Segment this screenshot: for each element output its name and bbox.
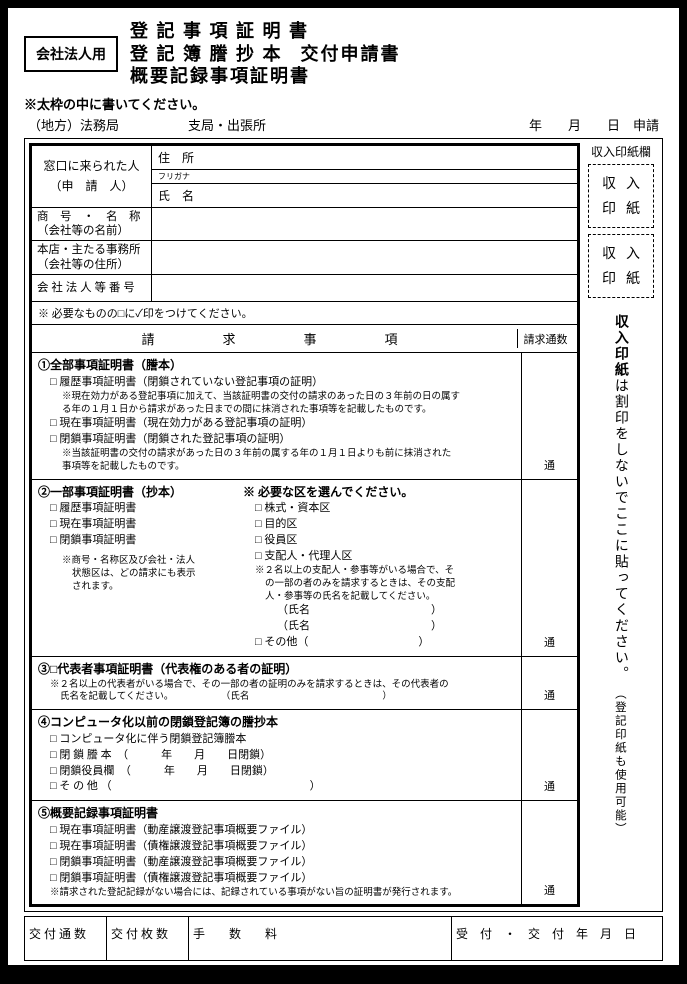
stamp-column: 収入印紙欄 収入印紙 収入印紙 収入印紙は割印をしないでここに貼ってください。 … (584, 143, 658, 908)
stamp-col-label: 収入印紙欄 (591, 143, 651, 160)
section-4: ④コンピュータ化以前の閉鎖登記簿の謄抄本 コンピュータ化に伴う閉鎖登記簿謄本 閉… (32, 710, 577, 801)
revenue-stamp-1[interactable]: 収入印紙 (588, 164, 654, 228)
date-line: （地方）法務局 支局・出張所 年 月 日 申請 (24, 115, 663, 138)
s3-nb[interactable]: 氏名を記載してください。 （氏名 ） (60, 691, 515, 704)
foot-c3: 手 数 料 (189, 917, 452, 960)
office-row: 本店・主たる事務所（会社等の住所） (32, 241, 577, 275)
th-main: 請 求 事 項 (36, 329, 517, 348)
s4-check-4[interactable]: そ の 他 （ ） (50, 779, 515, 795)
foot-c1: 交 付 通 数 (25, 917, 107, 960)
s2-name-2[interactable]: （氏名 ） (277, 619, 515, 635)
bureau-label: （地方）法務局 (28, 115, 188, 134)
office-input[interactable] (152, 241, 577, 274)
th-qty: 請求通数 (517, 329, 573, 348)
office-l1: 本店・主たる事務所 (37, 243, 146, 257)
title-line-1: 登 記 事 項 証 明 書 (130, 20, 401, 43)
s4-check-3[interactable]: 閉鎖役員欄 （ 年 月 日閉鎖） (50, 764, 515, 780)
bold-note: ※太枠の中に書いてください。 (24, 94, 663, 113)
section-1: ①全部事項証明書（謄本） 履歴事項証明書（閉鎖されていない登記事項の証明） ※現… (32, 353, 577, 479)
address-field[interactable]: 住 所 (152, 146, 577, 170)
office-l2: （会社等の住所） (37, 258, 146, 272)
s5-qty[interactable]: 通 (521, 801, 577, 904)
section-3: ③□代表者事項証明書（代表権のある者の証明） ※２名以上の代表者がいる場合で、そ… (32, 657, 577, 710)
s1-check-2[interactable]: 現在事項証明書（現在効力がある登記事項の証明） (50, 416, 515, 432)
applicant-label: 窓口に来られた人 （申 請 人） (32, 146, 152, 207)
s2-check-2[interactable]: 現在事項証明書 (50, 517, 243, 533)
s5-note: ※請求された登記記録がない場合には、記録されている事項がない旨の証明書が発行され… (50, 887, 515, 900)
s2-qty[interactable]: 通 (521, 480, 577, 656)
s4-check-2[interactable]: 閉 鎖 謄 本 （ 年 月 日閉鎖） (50, 748, 515, 764)
s2-name-1[interactable]: （氏名 ） (277, 603, 515, 619)
corp-use-box: 会社法人用 (24, 36, 118, 72)
s2-rnb: の一部の者のみを請求するときは、その支配 (265, 578, 515, 591)
foot-c2: 交 付 枚 数 (107, 917, 189, 960)
s1-check-3[interactable]: 閉鎖事項証明書（閉鎖された登記事項の証明） (50, 432, 515, 448)
applicant-l2: （申 請 人） (49, 176, 133, 196)
s1-note-2a: ※当該証明書の交付の請求があった日の３年前の属する年の１月１日よりも前に抹消され… (62, 448, 515, 461)
s1-title: ①全部事項証明書（謄本） (38, 357, 515, 374)
date-label: 年 月 日 申請 (428, 115, 659, 134)
check-instruction: ※ 必要なものの□に✓印をつけてください。 (32, 302, 577, 325)
s4-title: ④コンピュータ化以前の閉鎖登記簿の謄抄本 (38, 714, 515, 731)
header: 会社法人用 登 記 事 項 証 明 書 登 記 簿 謄 抄 本 交付申請書 概要… (24, 20, 663, 88)
s2-rtitle: ※ 必要な区を選んでください。 (243, 484, 515, 501)
s2-rcheck-3[interactable]: 役員区 (255, 533, 515, 549)
applicant-l1: 窓口に来られた人 (43, 156, 139, 176)
s2-check-3[interactable]: 閉鎖事項証明書 (50, 533, 243, 549)
title-line-3: 概要記録事項証明書 (130, 65, 401, 88)
trade-name-row: 商 号 ・ 名 称（会社等の名前） (32, 208, 577, 242)
s2-rna: ※２名以上の支配人・参事等がいる場合で、そ (255, 565, 515, 578)
corp-no-label: 会 社 法 人 等 番 号 (32, 275, 152, 301)
s4-check-1[interactable]: コンピュータ化に伴う閉鎖登記簿謄本 (50, 732, 515, 748)
s5-check-4[interactable]: 閉鎖事項証明書（債権譲渡登記事項概要ファイル） (50, 871, 515, 887)
foot-c4: 受 付 ・ 交 付 年 月 日 (452, 917, 662, 960)
title-kofu: 交付申請書 (301, 43, 401, 66)
s3-na: ※２名以上の代表者がいる場合で、その一部の者の証明のみを請求するときは、その代表… (50, 679, 515, 692)
trade-name-l1: 商 号 ・ 名 称 (37, 210, 146, 224)
page: 会社法人用 登 記 事 項 証 明 書 登 記 簿 謄 抄 本 交付申請書 概要… (8, 8, 679, 965)
footer-table: 交 付 通 数 交 付 枚 数 手 数 料 受 付 ・ 交 付 年 月 日 (24, 916, 663, 961)
s5-check-1[interactable]: 現在事項証明書（動産譲渡登記事項概要ファイル） (50, 823, 515, 839)
furigana-field[interactable]: フリガナ (152, 170, 577, 184)
outer-frame: 窓口に来られた人 （申 請 人） 住 所 フリガナ 氏 名 商 号 ・ 名 称（… (24, 138, 663, 913)
s1-qty[interactable]: 通 (521, 353, 577, 478)
s2-rcheck-2[interactable]: 目的区 (255, 517, 515, 533)
s5-title: ⑤概要記録事項証明書 (38, 805, 515, 822)
s1-note-1a: ※現在効力がある登記事項に加えて、当該証明書の交付の請求のあった日の３年前の日の… (62, 391, 515, 404)
s1-note-2b: 事項等を記載したものです。 (62, 461, 515, 474)
inner-frame: 窓口に来られた人 （申 請 人） 住 所 フリガナ 氏 名 商 号 ・ 名 称（… (29, 143, 580, 908)
form-number: （乙号・６） (24, 967, 663, 984)
s5-check-3[interactable]: 閉鎖事項証明書（動産譲渡登記事項概要ファイル） (50, 855, 515, 871)
s2-check-1[interactable]: 履歴事項証明書 (50, 501, 243, 517)
s2-note-a: ※商号・名称区及び会社・法人 (62, 555, 243, 568)
s1-check-1[interactable]: 履歴事項証明書（閉鎖されていない登記事項の証明） (50, 375, 515, 391)
s4-qty[interactable]: 通 (521, 710, 577, 800)
s2-rnc: 人・参事等の氏名を記載してください。 (265, 591, 515, 604)
section-5: ⑤概要記録事項証明書 現在事項証明書（動産譲渡登記事項概要ファイル） 現在事項証… (32, 801, 577, 904)
s1-note-1b: る年の１月１日から請求があった日までの間に抹消された事項等を記載したものです。 (62, 404, 515, 417)
s2-rcheck-4[interactable]: 支配人・代理人区 (255, 549, 515, 565)
s3-qty[interactable]: 通 (521, 657, 577, 709)
corp-no-input[interactable] (152, 275, 577, 301)
s5-check-2[interactable]: 現在事項証明書（債権譲渡登記事項概要ファイル） (50, 839, 515, 855)
title-group: 登 記 事 項 証 明 書 登 記 簿 謄 抄 本 交付申請書 概要記録事項証明… (130, 20, 401, 88)
branch-label: 支局・出張所 (188, 115, 428, 134)
s2-note-b: 状態区は、どの請求にも表示 (72, 568, 243, 581)
s3-title[interactable]: ③□代表者事項証明書（代表権のある者の証明） (38, 661, 515, 678)
trade-name-l2: （会社等の名前） (37, 224, 146, 238)
name-field[interactable]: 氏 名 (152, 184, 577, 207)
applicant-block: 窓口に来られた人 （申 請 人） 住 所 フリガナ 氏 名 (32, 146, 577, 208)
corp-no-row: 会 社 法 人 等 番 号 (32, 275, 577, 302)
s2-title: ②一部事項証明書（抄本） (38, 484, 243, 501)
revenue-stamp-2[interactable]: 収入印紙 (588, 234, 654, 298)
s2-other[interactable]: その他（ ） (255, 635, 515, 651)
title-line-2: 登 記 簿 謄 抄 本 (130, 43, 283, 66)
table-header: 請 求 事 項 請求通数 (32, 325, 577, 353)
vertical-instruction: 収入印紙は割印をしないでここに貼ってください。 （登記印紙も使用可能） (608, 314, 634, 836)
s2-note-c: されます。 (72, 581, 243, 594)
main-column: 窓口に来られた人 （申 請 人） 住 所 フリガナ 氏 名 商 号 ・ 名 称（… (29, 143, 580, 908)
s2-rcheck-1[interactable]: 株式・資本区 (255, 501, 515, 517)
trade-name-input[interactable] (152, 208, 577, 241)
section-2: ②一部事項証明書（抄本） 履歴事項証明書 現在事項証明書 閉鎖事項証明書 ※商号… (32, 480, 577, 657)
